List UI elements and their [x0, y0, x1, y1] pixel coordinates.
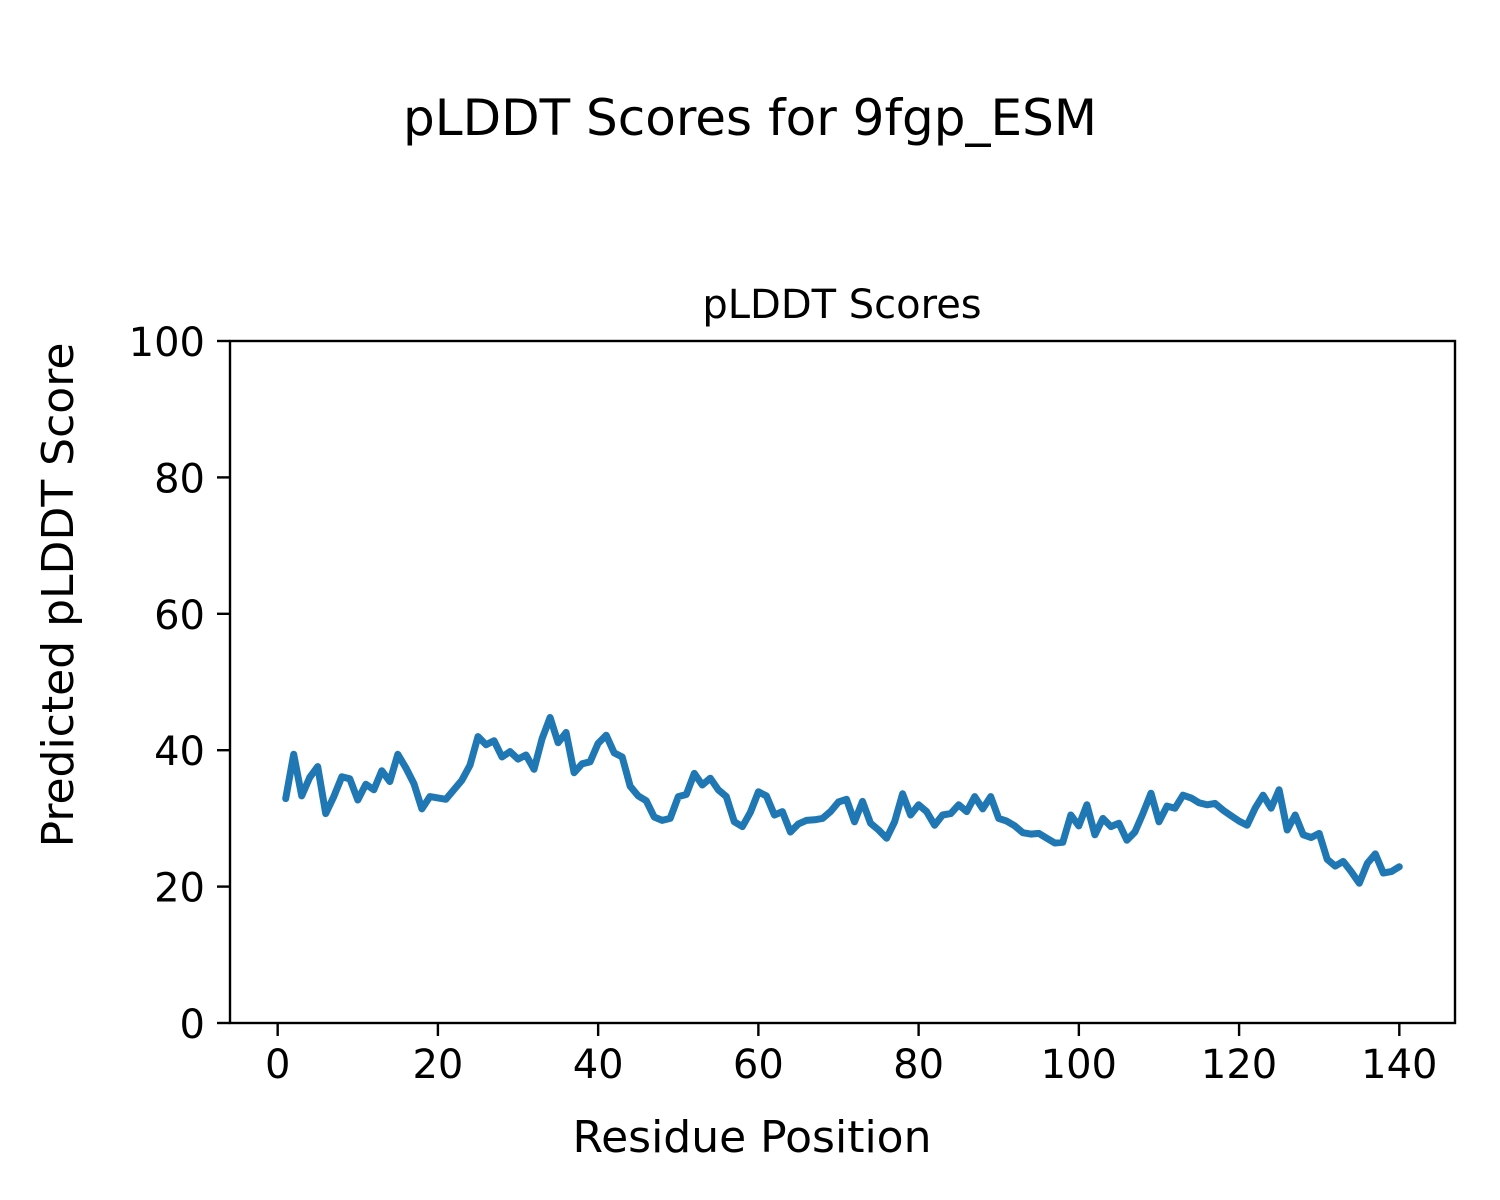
x-tick-label: 20 [412, 1042, 463, 1088]
plddt-line [282, 714, 1403, 887]
y-tick-label: 100 [129, 320, 205, 366]
axes: pLDDT Scores 0 20 40 60 80 100 120 140 0 20 40 60 8… [33, 282, 1457, 1163]
x-tick-label: 100 [1041, 1042, 1117, 1088]
y-tick-label: 20 [154, 866, 205, 912]
y-tick-label: 0 [180, 1002, 205, 1048]
y-tick-label: 60 [154, 593, 205, 639]
x-tick-label: 40 [573, 1042, 624, 1088]
x-ticks: 0 20 40 60 80 100 120 140 [265, 1023, 1437, 1088]
figure-title: pLDDT Scores for 9fgp_ESM [403, 89, 1097, 147]
y-ticks: 0 20 40 60 80 100 [129, 320, 230, 1048]
x-tick-label: 80 [893, 1042, 944, 1088]
x-tick-label: 60 [733, 1042, 784, 1088]
axes-title: pLDDT Scores [702, 282, 981, 328]
x-tick-label: 0 [265, 1042, 290, 1088]
axes-frame [228, 339, 1457, 1025]
y-tick-label: 80 [154, 456, 205, 502]
y-axis-label: Predicted pLDDT Score [33, 343, 84, 848]
x-axis-label: Residue Position [572, 1112, 931, 1163]
y-tick-label: 40 [154, 729, 205, 775]
x-tick-label: 120 [1201, 1042, 1277, 1088]
x-tick-label: 140 [1361, 1042, 1437, 1088]
